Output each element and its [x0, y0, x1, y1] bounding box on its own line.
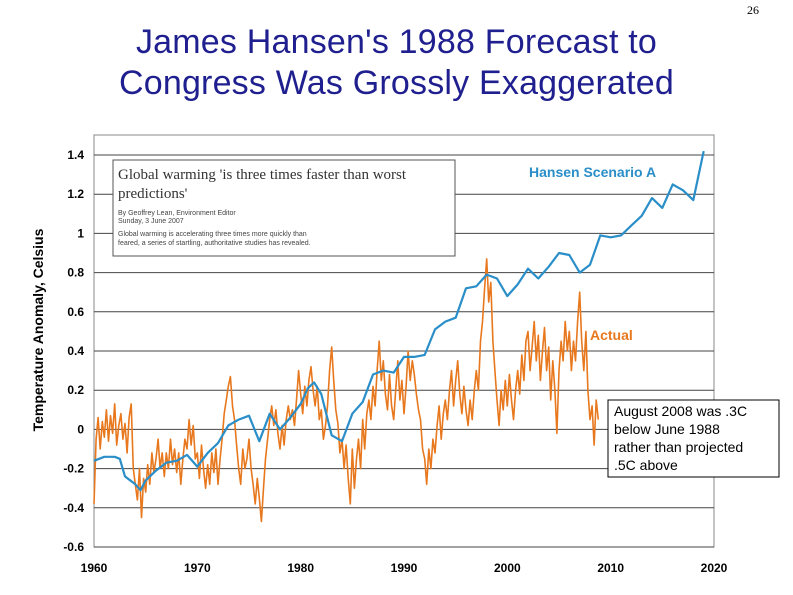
page-number: 26 [747, 3, 759, 17]
y-axis-label: Temperature Anomaly, Celsius [30, 228, 46, 431]
news-body-line-1: Global warming is accelerating three tim… [118, 231, 307, 238]
y-tick-label: 0.4 [67, 344, 84, 358]
actual-label: Actual [590, 327, 633, 343]
x-tick-label: 1980 [287, 561, 314, 575]
news-headline-line-1: Global warming 'is three times faster th… [118, 167, 407, 183]
grid-lines [94, 154, 714, 548]
y-tick-label: 1 [77, 226, 84, 240]
title-line-1: James Hansen's 1988 Forecast to [135, 23, 658, 61]
callout-line-4: .5C above [614, 457, 678, 473]
news-headline-line-2: predictions' [118, 186, 188, 202]
callout-line-3: rather than projected [614, 439, 743, 455]
hansen-scenario-a-line [93, 150, 705, 492]
x-tick-label: 2000 [494, 561, 521, 575]
title-line-2: Congress Was Grossly Exaggerated [118, 64, 675, 102]
x-tick-label: 1960 [81, 561, 108, 575]
y-tick-label: -0.4 [63, 501, 84, 515]
y-tick-label: -0.2 [63, 462, 84, 476]
news-byline: By Geoffrey Lean, Environment Editor [118, 210, 236, 217]
y-tick-label: -0.6 [63, 540, 84, 554]
x-tick-label: 1990 [391, 561, 418, 575]
x-tick-label: 2020 [701, 561, 728, 575]
y-tick-label: 0.6 [67, 305, 84, 319]
y-tick-label: 0.8 [67, 266, 84, 280]
y-tick-label: 0 [77, 422, 84, 436]
callout-line-2: below June 1988 [614, 421, 720, 437]
x-tick-label: 1970 [184, 561, 211, 575]
news-body-line-2: feared, a series of startling, authorita… [118, 240, 311, 247]
y-tick-label: 0.2 [67, 383, 84, 397]
callout-line-1: August 2008 was .3C [614, 403, 747, 419]
y-tick-label: 1.2 [67, 187, 84, 201]
y-tick-label: 1.4 [67, 148, 84, 162]
slide-title: James Hansen's 1988 Forecast to Congress… [0, 22, 793, 104]
tick-labels: -0.6 -0.4 -0.2 0 0.2 0.4 0.6 0.8 1 1.2 1.4 1960 1970… [63, 148, 727, 575]
series-lines [93, 150, 705, 523]
news-clipping: Global warming 'is three times faster th… [112, 159, 456, 257]
callout-box: August 2008 was .3C below June 1988 rath… [607, 399, 780, 478]
x-tick-label: 2010 [597, 561, 624, 575]
hansen-scenario-a-label: Hansen Scenario A [529, 164, 656, 180]
news-date: Sunday, 3 June 2007 [118, 218, 184, 225]
